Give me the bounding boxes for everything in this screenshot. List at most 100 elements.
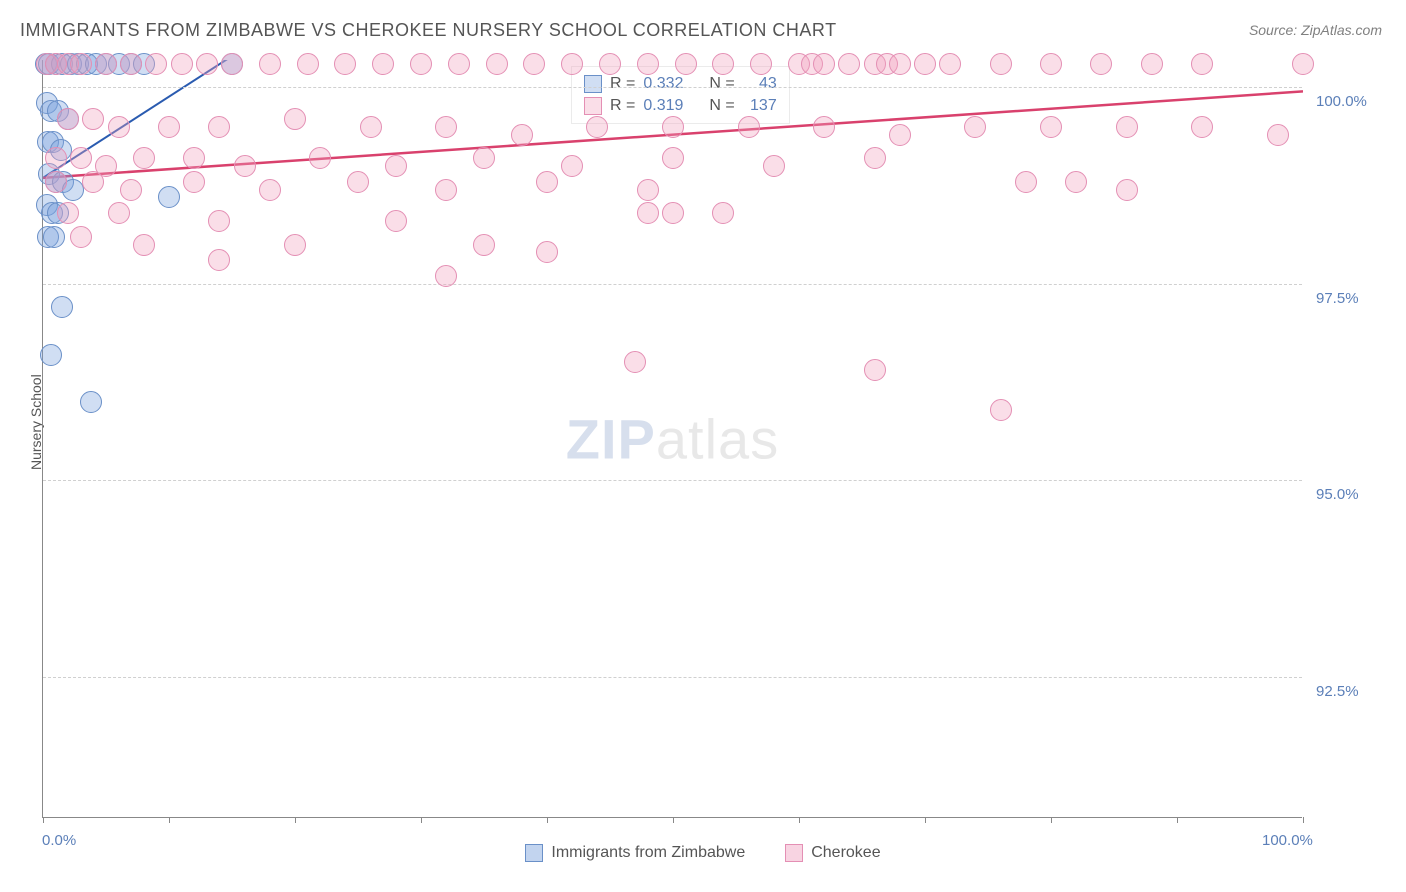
data-point xyxy=(57,108,79,130)
n-label: N = xyxy=(709,97,734,115)
legend-label: Immigrants from Zimbabwe xyxy=(551,844,745,862)
data-point xyxy=(435,265,457,287)
data-point xyxy=(221,53,243,75)
data-point xyxy=(360,116,382,138)
r-label: R = xyxy=(610,97,635,115)
data-point xyxy=(234,155,256,177)
data-point xyxy=(1015,171,1037,193)
data-point xyxy=(448,53,470,75)
data-point xyxy=(637,179,659,201)
watermark-atlas: atlas xyxy=(656,407,779,470)
data-point xyxy=(1191,53,1213,75)
y-tick-label: 100.0% xyxy=(1316,93,1367,110)
data-point xyxy=(889,53,911,75)
legend-swatch xyxy=(584,75,602,93)
data-point xyxy=(536,171,558,193)
data-point xyxy=(133,234,155,256)
x-tick xyxy=(295,817,296,823)
data-point xyxy=(208,116,230,138)
stats-legend: R =0.332N =43R =0.319N =137 xyxy=(571,66,790,124)
data-point xyxy=(750,53,772,75)
gridline xyxy=(43,480,1302,481)
data-point xyxy=(1116,116,1138,138)
gridline xyxy=(43,87,1302,88)
data-point xyxy=(1090,53,1112,75)
data-point xyxy=(838,53,860,75)
data-point xyxy=(45,171,67,193)
data-point xyxy=(435,116,457,138)
data-point xyxy=(1040,53,1062,75)
r-value: 0.332 xyxy=(643,75,683,93)
data-point xyxy=(45,147,67,169)
data-point xyxy=(145,53,167,75)
data-point xyxy=(1141,53,1163,75)
data-point xyxy=(637,53,659,75)
y-tick-label: 97.5% xyxy=(1316,290,1359,307)
data-point xyxy=(990,399,1012,421)
data-point xyxy=(259,53,281,75)
scatter-chart: ZIPatlas R =0.332N =43R =0.319N =137 xyxy=(42,60,1302,818)
data-point xyxy=(1191,116,1213,138)
x-tick xyxy=(673,817,674,823)
x-tick xyxy=(169,817,170,823)
data-point xyxy=(43,226,65,248)
x-tick xyxy=(925,817,926,823)
legend-swatch xyxy=(785,844,803,862)
data-point xyxy=(712,202,734,224)
data-point xyxy=(1292,53,1314,75)
data-point xyxy=(70,226,92,248)
n-value: 43 xyxy=(743,75,777,93)
data-point xyxy=(990,53,1012,75)
data-point xyxy=(108,202,130,224)
data-point xyxy=(108,116,130,138)
data-point xyxy=(410,53,432,75)
data-point xyxy=(372,53,394,75)
x-tick xyxy=(421,817,422,823)
stats-row: R =0.332N =43 xyxy=(584,73,777,95)
stats-row: R =0.319N =137 xyxy=(584,95,777,117)
data-point xyxy=(70,147,92,169)
watermark-zip: ZIP xyxy=(566,407,656,470)
gridline xyxy=(43,677,1302,678)
x-tick-label: 0.0% xyxy=(42,832,76,849)
data-point xyxy=(259,179,281,201)
data-point xyxy=(486,53,508,75)
data-point xyxy=(662,116,684,138)
legend-swatch xyxy=(584,97,602,115)
data-point xyxy=(473,147,495,169)
data-point xyxy=(1116,179,1138,201)
data-point xyxy=(662,202,684,224)
data-point xyxy=(334,53,356,75)
data-point xyxy=(347,171,369,193)
data-point xyxy=(284,234,306,256)
data-point xyxy=(1267,124,1289,146)
legend-label: Cherokee xyxy=(811,844,880,862)
data-point xyxy=(51,296,73,318)
data-point xyxy=(385,155,407,177)
data-point xyxy=(82,108,104,130)
data-point xyxy=(208,210,230,232)
x-tick xyxy=(1303,817,1304,823)
data-point xyxy=(763,155,785,177)
data-point xyxy=(675,53,697,75)
data-point xyxy=(70,53,92,75)
data-point xyxy=(284,108,306,130)
data-point xyxy=(599,53,621,75)
x-tick-label: 100.0% xyxy=(1262,832,1313,849)
source-attribution: Source: ZipAtlas.com xyxy=(1249,22,1382,38)
x-tick xyxy=(799,817,800,823)
data-point xyxy=(662,147,684,169)
data-point xyxy=(864,147,886,169)
data-point xyxy=(813,53,835,75)
data-point xyxy=(297,53,319,75)
data-point xyxy=(196,53,218,75)
y-tick-label: 92.5% xyxy=(1316,683,1359,700)
legend-item: Cherokee xyxy=(785,844,880,862)
data-point xyxy=(309,147,331,169)
data-point xyxy=(82,171,104,193)
data-point xyxy=(1040,116,1062,138)
watermark: ZIPatlas xyxy=(566,406,779,471)
data-point xyxy=(133,147,155,169)
data-point xyxy=(914,53,936,75)
data-point xyxy=(385,210,407,232)
